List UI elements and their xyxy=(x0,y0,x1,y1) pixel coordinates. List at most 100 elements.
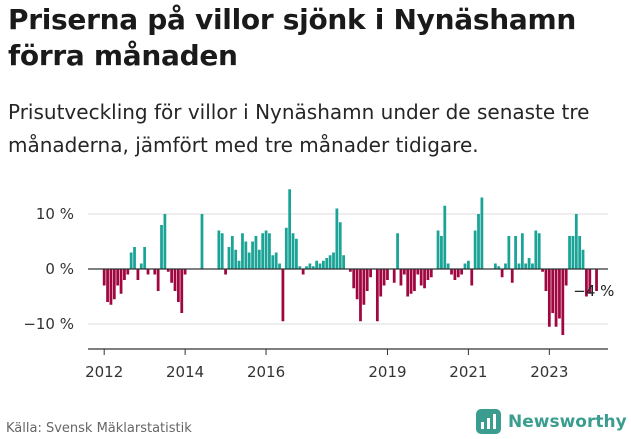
bar xyxy=(537,233,541,269)
last-value-label: −4 % xyxy=(573,282,614,300)
bar xyxy=(119,269,123,294)
bar xyxy=(230,236,234,269)
bar xyxy=(315,260,319,269)
bar xyxy=(564,269,568,286)
bar xyxy=(123,269,126,280)
bar xyxy=(359,269,362,322)
brand-name: Newsworthy xyxy=(508,411,627,432)
bar xyxy=(534,230,538,269)
bar xyxy=(510,269,514,283)
bar xyxy=(470,269,474,286)
x-tick-label: 2019 xyxy=(368,363,406,381)
bar xyxy=(568,236,571,269)
bar xyxy=(291,233,295,269)
bar xyxy=(426,269,430,280)
chart-subtitle: Prisutveckling för villor i Nynäshamn un… xyxy=(8,100,590,157)
bar xyxy=(558,269,561,319)
bar xyxy=(153,269,157,275)
bar xyxy=(284,227,288,269)
y-tick-label: −10 % xyxy=(23,315,74,333)
y-tick-label: 10 % xyxy=(36,205,74,223)
bar xyxy=(419,269,423,286)
bar xyxy=(443,205,447,269)
bar xyxy=(308,263,312,269)
bar xyxy=(254,236,258,269)
bar xyxy=(507,236,511,269)
bar xyxy=(355,269,359,300)
grid-lines xyxy=(88,213,608,325)
bar xyxy=(102,269,106,286)
bar xyxy=(446,263,450,269)
bar xyxy=(406,269,410,297)
bar xyxy=(234,249,238,269)
bar xyxy=(241,233,244,269)
bar xyxy=(126,269,130,275)
bar xyxy=(227,247,231,269)
bar xyxy=(554,269,558,327)
bar xyxy=(561,269,565,335)
bar xyxy=(180,269,184,313)
bar xyxy=(514,236,517,269)
bar xyxy=(217,230,221,269)
bar xyxy=(244,241,248,269)
bar xyxy=(116,269,120,286)
bar xyxy=(136,269,140,280)
bar xyxy=(301,269,305,275)
bar xyxy=(520,233,524,269)
bar xyxy=(473,230,477,269)
bar xyxy=(237,260,241,269)
bar xyxy=(106,269,109,302)
bar xyxy=(544,269,548,291)
bar xyxy=(342,255,345,269)
bar xyxy=(463,263,467,269)
bar xyxy=(311,266,315,269)
bar xyxy=(524,263,528,269)
bar xyxy=(288,189,292,269)
bar xyxy=(257,249,261,269)
bar xyxy=(156,269,160,291)
brand[interactable]: Newsworthy xyxy=(476,409,627,434)
bar xyxy=(338,222,342,269)
bar xyxy=(527,258,531,269)
bar xyxy=(224,269,227,275)
bar xyxy=(369,269,372,278)
bar xyxy=(531,263,534,269)
axes xyxy=(88,268,608,355)
bar xyxy=(402,269,406,275)
bar xyxy=(305,266,308,269)
bar xyxy=(571,236,575,269)
bar xyxy=(251,241,254,269)
bar xyxy=(551,269,555,313)
bars xyxy=(102,189,598,335)
bar xyxy=(399,269,403,286)
bar xyxy=(109,269,113,305)
bar xyxy=(497,266,501,269)
bar xyxy=(365,269,369,291)
bar xyxy=(271,255,275,269)
bar xyxy=(133,247,136,269)
bar xyxy=(332,252,335,269)
chart-title: Priserna på villor sjönk i Nynäshamn för… xyxy=(8,3,576,72)
bar xyxy=(362,269,366,305)
bar xyxy=(413,269,416,291)
bar xyxy=(139,263,143,269)
x-tick-label: 2016 xyxy=(247,363,285,381)
bar xyxy=(163,214,167,269)
bar xyxy=(493,263,497,269)
bar xyxy=(453,269,457,280)
bar xyxy=(429,269,433,278)
bar xyxy=(325,258,329,269)
bar xyxy=(578,236,582,269)
bar xyxy=(298,266,302,269)
bar xyxy=(541,269,544,272)
bar xyxy=(318,263,322,269)
bar xyxy=(500,269,504,278)
bar xyxy=(143,247,147,269)
bar xyxy=(112,269,116,300)
x-tick-label: 2012 xyxy=(85,363,123,381)
bar xyxy=(386,269,389,280)
bar xyxy=(348,269,352,272)
bar xyxy=(170,269,174,283)
bar xyxy=(460,269,464,275)
